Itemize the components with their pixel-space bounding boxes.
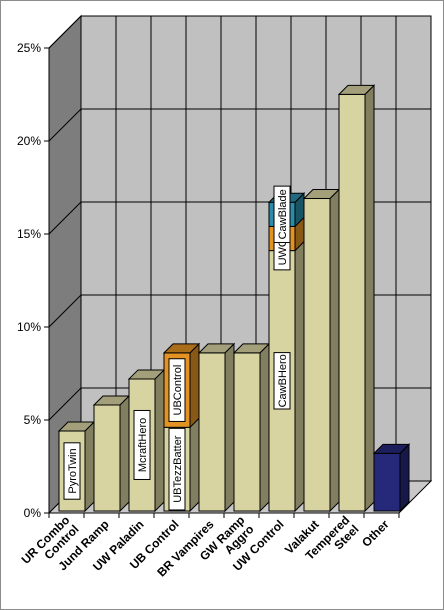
bar-group xyxy=(232,342,271,513)
segment-label: McraftHero xyxy=(137,418,149,472)
segment-label: UBTezzBatter xyxy=(172,435,184,503)
bar-group xyxy=(337,84,376,513)
y-tick-label: 0% xyxy=(24,506,42,520)
bar-segment-side xyxy=(294,240,305,513)
bar-segment-side xyxy=(154,368,165,513)
segment-label: UBControl xyxy=(172,365,184,416)
bar-segment-side xyxy=(329,188,340,513)
bar-segment-side xyxy=(189,342,200,429)
segment-label: CawBHero xyxy=(277,354,289,407)
bar-group: CawBHeroUWControlCawBlade xyxy=(267,185,306,513)
segment-label-box xyxy=(133,409,151,480)
segment-label-box xyxy=(168,427,186,511)
bar-group: PyroTwin xyxy=(57,420,96,513)
y-tick-label: 10% xyxy=(17,320,41,334)
bar-segment-side xyxy=(399,443,410,513)
bar-segment-side xyxy=(84,420,95,513)
y-tick-label: 20% xyxy=(17,134,41,148)
segment-label-box xyxy=(168,358,186,422)
y-tick-label: 25% xyxy=(17,41,41,55)
bar-group: UBTezzBatter UBControl xyxy=(162,342,201,513)
x-category-label: Other xyxy=(359,517,392,550)
bar-segment-top xyxy=(337,84,376,95)
bar-group xyxy=(372,443,411,513)
bar-group xyxy=(302,188,341,513)
bar-segment-top xyxy=(197,343,236,354)
bar-segment xyxy=(233,352,261,512)
bar-group xyxy=(92,394,131,513)
segment-label-box xyxy=(273,185,291,244)
bar-segment xyxy=(338,93,366,512)
segment-label-group: CawBlade xyxy=(273,185,291,244)
x-category-label-group: Other xyxy=(359,517,392,550)
bar-segment-side xyxy=(259,342,270,513)
segment-label-box xyxy=(273,352,291,410)
bar-segment xyxy=(198,352,226,512)
segment-label-group: UBTezzBatter xyxy=(168,427,186,511)
bar-group xyxy=(197,342,236,513)
y-tick-label: 5% xyxy=(24,413,42,427)
bar-segment xyxy=(93,404,121,512)
bar-segment-side xyxy=(189,417,200,513)
bar-segment xyxy=(373,452,401,512)
segment-label-box xyxy=(63,442,81,500)
segment-label-group: PyroTwin xyxy=(63,442,81,500)
segment-label: PyroTwin xyxy=(67,448,79,493)
bar-segment xyxy=(303,198,331,512)
bar-segment-side xyxy=(364,84,375,513)
segment-label-group: UBControl xyxy=(168,358,186,422)
bar-segment-side xyxy=(119,394,130,513)
segment-label-group: McraftHero xyxy=(133,409,151,480)
segment-label-group: CawBHero xyxy=(273,352,291,410)
bar-segment-top xyxy=(162,343,201,354)
gridline-y xyxy=(48,108,431,142)
y-tick-label: 15% xyxy=(17,227,41,241)
segment-label: CawBlade xyxy=(277,189,289,239)
gridline-y xyxy=(48,15,431,49)
bar-segment-side xyxy=(224,342,235,513)
bar-segment-top xyxy=(372,443,411,454)
bar-group: McraftHero xyxy=(127,368,166,513)
